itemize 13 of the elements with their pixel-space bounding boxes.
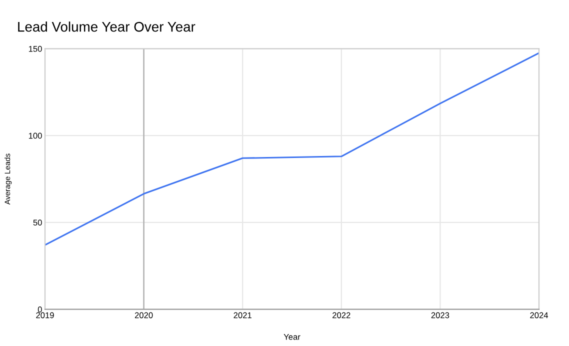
x-tick-label: 2020 <box>134 312 153 318</box>
y-tick-label: 150 <box>28 46 42 52</box>
line-series <box>45 52 539 246</box>
y-tick-label: 50 <box>33 220 42 226</box>
y-tick-label: 100 <box>28 132 42 139</box>
x-tick-label: 2023 <box>431 312 450 318</box>
x-tick-label: 2024 <box>530 312 548 318</box>
y-tick-label: 0 <box>38 306 42 312</box>
x-axis-title: Year <box>284 334 300 340</box>
x-tick-label: 2022 <box>332 312 350 318</box>
chart-title: Lead Volume Year Over Year <box>18 22 196 32</box>
x-tick-label: 2021 <box>234 312 252 318</box>
x-tick-label: 2019 <box>36 312 54 318</box>
